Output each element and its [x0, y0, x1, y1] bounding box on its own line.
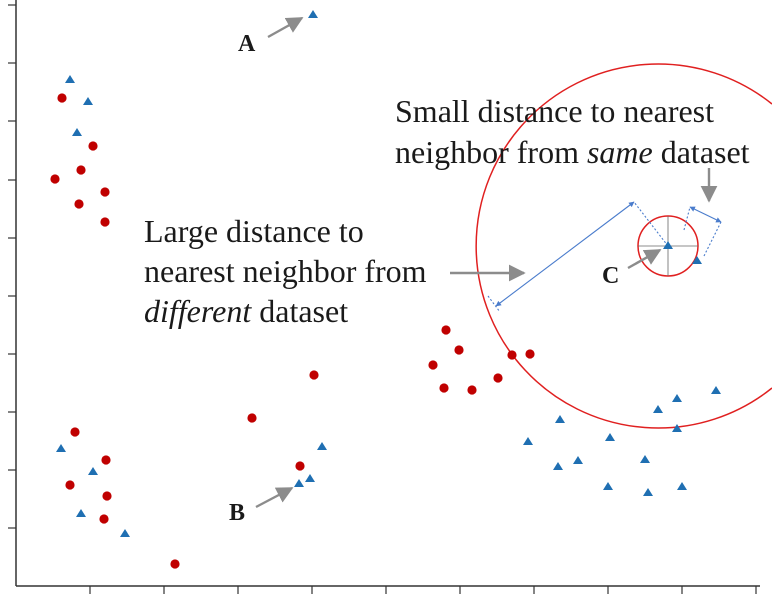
- red-circle-marker-icon: [100, 187, 110, 197]
- blue-triangle-marker-icon: [305, 474, 315, 482]
- blue-triangle-marker-icon: [672, 394, 682, 402]
- red-circle-marker-icon: [102, 491, 112, 501]
- small-distance-line-1: Small distance to nearest: [395, 93, 714, 129]
- point-c-marker-icon: [663, 241, 673, 249]
- blue-triangle-marker-icon: [653, 405, 663, 413]
- blue-triangle-marker-icon: [603, 482, 613, 490]
- blue-triangle-marker-icon: [553, 462, 563, 470]
- red-circle-marker-icon: [247, 413, 257, 423]
- red-circle-marker-icon: [65, 480, 75, 490]
- small-distance-line-2-prefix: neighbor from: [395, 134, 587, 170]
- red-circle-marker-icon: [428, 360, 438, 370]
- large-radius-circle: [475, 63, 772, 429]
- red-circle-marker-icon: [525, 349, 535, 359]
- large-extension-2: [487, 295, 501, 313]
- blue-triangle-marker-icon: [317, 442, 327, 450]
- small-distance-line-2-emphasis: same: [587, 134, 653, 170]
- blue-triangle-marker-icon: [65, 75, 75, 83]
- measurement-lines: [487, 201, 722, 313]
- y-axis-ticks: [8, 4, 16, 529]
- red-circle-marker-icon: [295, 461, 305, 471]
- red-circle-marker-icon: [100, 217, 110, 227]
- red-circle-marker-icon: [101, 455, 111, 465]
- large-extension-1: [633, 201, 669, 247]
- small-distance-line-2-suffix: dataset: [653, 134, 750, 170]
- red-circle-marker-icon: [70, 427, 80, 437]
- red-circle-marker-icon: [50, 174, 60, 184]
- label-b: B: [229, 500, 245, 526]
- large-distance-annotation: Large distance to nearest neighbor from …: [144, 213, 435, 329]
- red-circle-marker-icon: [454, 345, 464, 355]
- red-circle-marker-icon: [170, 559, 180, 569]
- red-circle-marker-icon: [88, 141, 98, 151]
- label-a: A: [238, 31, 256, 57]
- x-axis-ticks: [89, 586, 757, 594]
- blue-triangle-marker-icon: [555, 415, 565, 423]
- red-circle-marker-icon: [57, 93, 67, 103]
- blue-triangle-marker-icon: [83, 97, 93, 105]
- blue-triangle-marker-icon: [72, 128, 82, 136]
- small-distance-annotation: Small distance to nearest neighbor from …: [395, 93, 750, 170]
- small-extension-2: [703, 221, 722, 257]
- blue-triangle-marker-icon: [640, 455, 650, 463]
- blue-triangle-marker-icon: [76, 509, 86, 517]
- pointer-arrows: [255, 16, 718, 509]
- large-distance-line-3-emphasis: different: [144, 293, 252, 329]
- blue-triangle-marker-icon: [56, 444, 66, 452]
- large-distance-line-2: nearest neighbor from: [144, 253, 427, 289]
- blue-dataset: [56, 10, 721, 537]
- red-circle-marker-icon: [99, 514, 109, 524]
- red-circle-marker-icon: [441, 325, 451, 335]
- blue-triangle-marker-icon: [692, 256, 702, 264]
- large-distance-line-1: Large distance to: [144, 213, 364, 249]
- blue-triangle-marker-icon: [88, 467, 98, 475]
- arrow-icon: [255, 486, 294, 509]
- blue-triangle-marker-icon: [120, 529, 130, 537]
- small-distance-measure: [689, 206, 722, 223]
- red-circle-marker-icon: [74, 199, 84, 209]
- blue-triangle-marker-icon: [711, 386, 721, 394]
- red-circle-marker-icon: [76, 165, 86, 175]
- blue-triangle-marker-icon: [605, 433, 615, 441]
- red-circle-marker-icon: [467, 385, 477, 395]
- blue-triangle-marker-icon: [672, 424, 682, 432]
- red-circle-marker-icon: [493, 373, 503, 383]
- arrow-icon: [627, 248, 662, 270]
- red-circle-marker-icon: [439, 383, 449, 393]
- blue-triangle-marker-icon: [294, 479, 304, 487]
- red-circle-marker-icon: [507, 350, 517, 360]
- small-extension-1: [683, 206, 691, 231]
- blue-triangle-marker-icon: [677, 482, 687, 490]
- blue-triangle-marker-icon: [643, 488, 653, 496]
- blue-triangle-marker-icon: [573, 456, 583, 464]
- axes: [8, 0, 760, 594]
- blue-triangle-marker-icon: [523, 437, 533, 445]
- label-c: C: [602, 263, 619, 289]
- arrow-icon: [267, 16, 304, 39]
- red-circle-marker-icon: [309, 370, 319, 380]
- large-distance-line-3-suffix: dataset: [251, 293, 348, 329]
- large-distance-measure: [495, 201, 635, 307]
- blue-triangle-marker-icon: [308, 10, 318, 18]
- red-dataset: [50, 93, 535, 569]
